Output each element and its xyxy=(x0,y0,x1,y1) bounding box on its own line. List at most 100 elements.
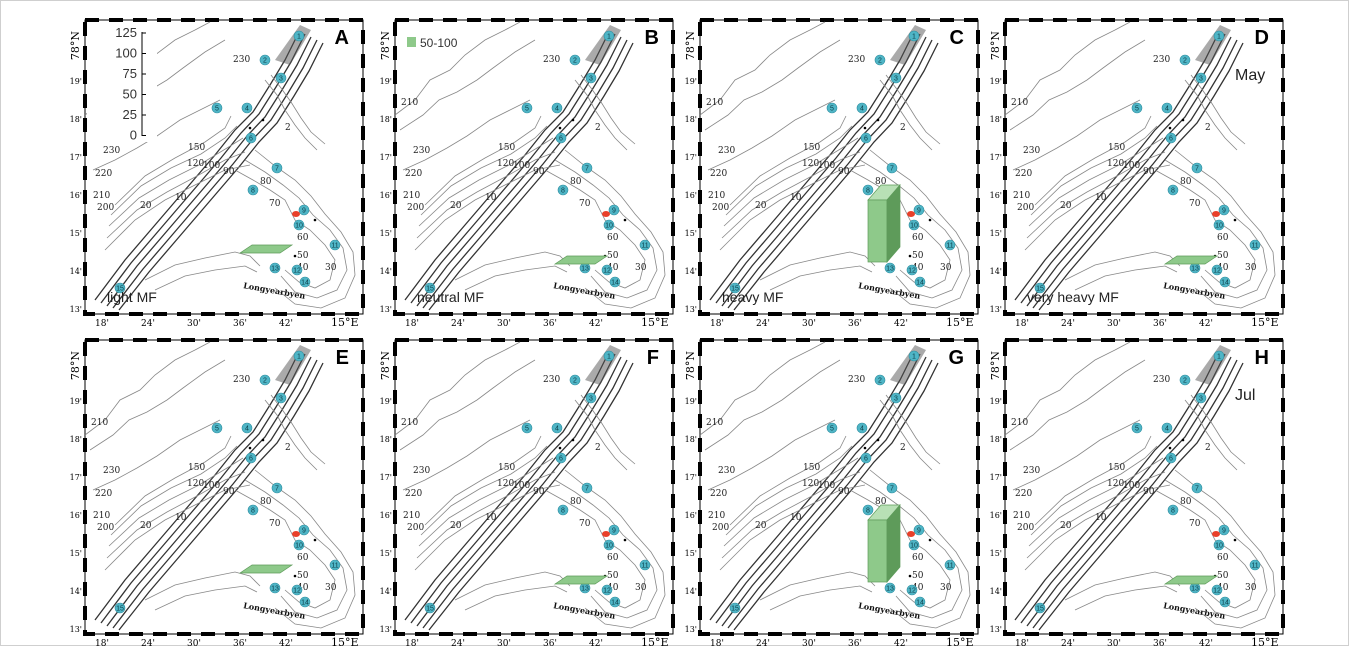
contour-line xyxy=(112,359,318,629)
station-marker: 2 xyxy=(1179,374,1191,386)
latitude-tick: 15' xyxy=(380,229,392,238)
station-dot xyxy=(1219,596,1231,608)
contour-label: 50 xyxy=(1217,251,1229,261)
depth-dot xyxy=(928,218,932,222)
contour-line xyxy=(721,36,927,307)
station-number: 2 xyxy=(263,58,267,65)
latitude-tick: 17' xyxy=(70,473,82,482)
station-number: 1 xyxy=(912,34,916,41)
depth-dot xyxy=(876,118,880,122)
station-dot xyxy=(569,54,581,66)
station-dot xyxy=(729,282,741,294)
contour-line xyxy=(416,36,622,307)
station-dot xyxy=(1167,184,1179,196)
contour-line xyxy=(859,159,963,299)
contour-line xyxy=(1034,115,1152,206)
contour-line xyxy=(154,265,258,291)
contour-line xyxy=(118,362,324,631)
station-dot xyxy=(944,239,956,251)
latitude-tick: 16' xyxy=(380,191,392,200)
contour-label: 20 xyxy=(755,521,767,531)
station-marker: 4 xyxy=(1161,422,1173,434)
station-number: 14 xyxy=(611,600,619,607)
station-dot xyxy=(884,582,896,594)
contour-label: 120 xyxy=(497,159,514,169)
contour-line xyxy=(110,125,238,216)
station-dot xyxy=(329,239,341,251)
station-marker: 1 xyxy=(603,350,615,362)
station-number: 5 xyxy=(525,426,529,433)
station-marker: 9 xyxy=(913,524,925,536)
station-dot xyxy=(1167,504,1179,516)
station-number: 13 xyxy=(581,586,589,593)
longitude-tick: 24' xyxy=(1061,319,1075,329)
contour-line xyxy=(94,351,300,621)
height-scale: 125 100 75 50 25 0 xyxy=(87,22,157,143)
map-panel-c: 2302302202102001501201009080706050403020… xyxy=(684,18,980,329)
station-dot xyxy=(884,262,896,274)
station-marker: 13 xyxy=(1189,262,1201,274)
contour-label: 200 xyxy=(97,523,114,533)
station-dot xyxy=(1249,239,1261,251)
contour-label: 60 xyxy=(607,233,619,243)
station-dot xyxy=(1161,102,1173,114)
station-marker: 13 xyxy=(269,262,281,274)
station-number: 5 xyxy=(215,426,219,433)
station-dot xyxy=(1213,350,1225,362)
station-dot xyxy=(860,452,872,464)
latitude-tick: 13' xyxy=(380,625,392,634)
station-dot xyxy=(1131,422,1143,434)
station-dot xyxy=(1179,54,1191,66)
station-dot xyxy=(1165,132,1177,144)
station-dot xyxy=(1219,276,1231,288)
latitude-tick: 16' xyxy=(685,511,697,520)
station-dot xyxy=(856,422,868,434)
station-number: 6 xyxy=(864,456,868,463)
contour-line xyxy=(707,419,836,491)
longitude-tick: 18' xyxy=(1015,639,1029,647)
contour-line xyxy=(244,159,348,299)
bathymetry-contours xyxy=(699,341,971,631)
station-dot xyxy=(1211,264,1223,276)
latitude-tick: 14' xyxy=(685,267,697,276)
sample-point-red xyxy=(292,211,300,217)
sample-point-red xyxy=(1212,211,1220,217)
contour-label: 200 xyxy=(97,203,114,213)
contour-label: 120 xyxy=(187,159,204,169)
station-number: 4 xyxy=(245,106,249,113)
contour-line xyxy=(106,356,312,627)
station-dot xyxy=(1218,524,1230,536)
contour-line xyxy=(721,471,861,559)
contour-line xyxy=(1190,74,1246,145)
station-number: 3 xyxy=(279,76,283,83)
longitude-tick: 36' xyxy=(233,319,247,329)
depth-dot xyxy=(1233,218,1237,222)
panel-letter: A xyxy=(335,27,349,49)
contour-line xyxy=(729,435,847,526)
contour-line xyxy=(402,419,531,491)
station-marker: 9 xyxy=(298,524,310,536)
longitude-tick: 42' xyxy=(279,319,293,329)
longitude-tick: 24' xyxy=(756,639,770,647)
contour-line xyxy=(106,151,246,239)
contour-line xyxy=(733,362,939,631)
latitude-tick: 15' xyxy=(380,549,392,558)
longitude-tick: 30' xyxy=(802,639,816,647)
station-dot xyxy=(271,162,283,174)
depth-dot xyxy=(1181,438,1185,442)
station-dot xyxy=(211,422,223,434)
contour-line xyxy=(719,164,866,251)
longitude-tick: 36' xyxy=(543,639,557,647)
panel-letter: B xyxy=(645,27,659,49)
station-marker: 7 xyxy=(271,482,283,494)
latitude-tick: 19' xyxy=(70,397,82,406)
station-dot xyxy=(906,584,918,596)
longitude-tick: 15°E xyxy=(1251,636,1279,647)
station-marker: 7 xyxy=(581,482,593,494)
contour-line xyxy=(733,42,939,311)
station-marker: 15 xyxy=(424,602,436,614)
station-dot xyxy=(862,184,874,196)
station-dot xyxy=(293,539,305,551)
